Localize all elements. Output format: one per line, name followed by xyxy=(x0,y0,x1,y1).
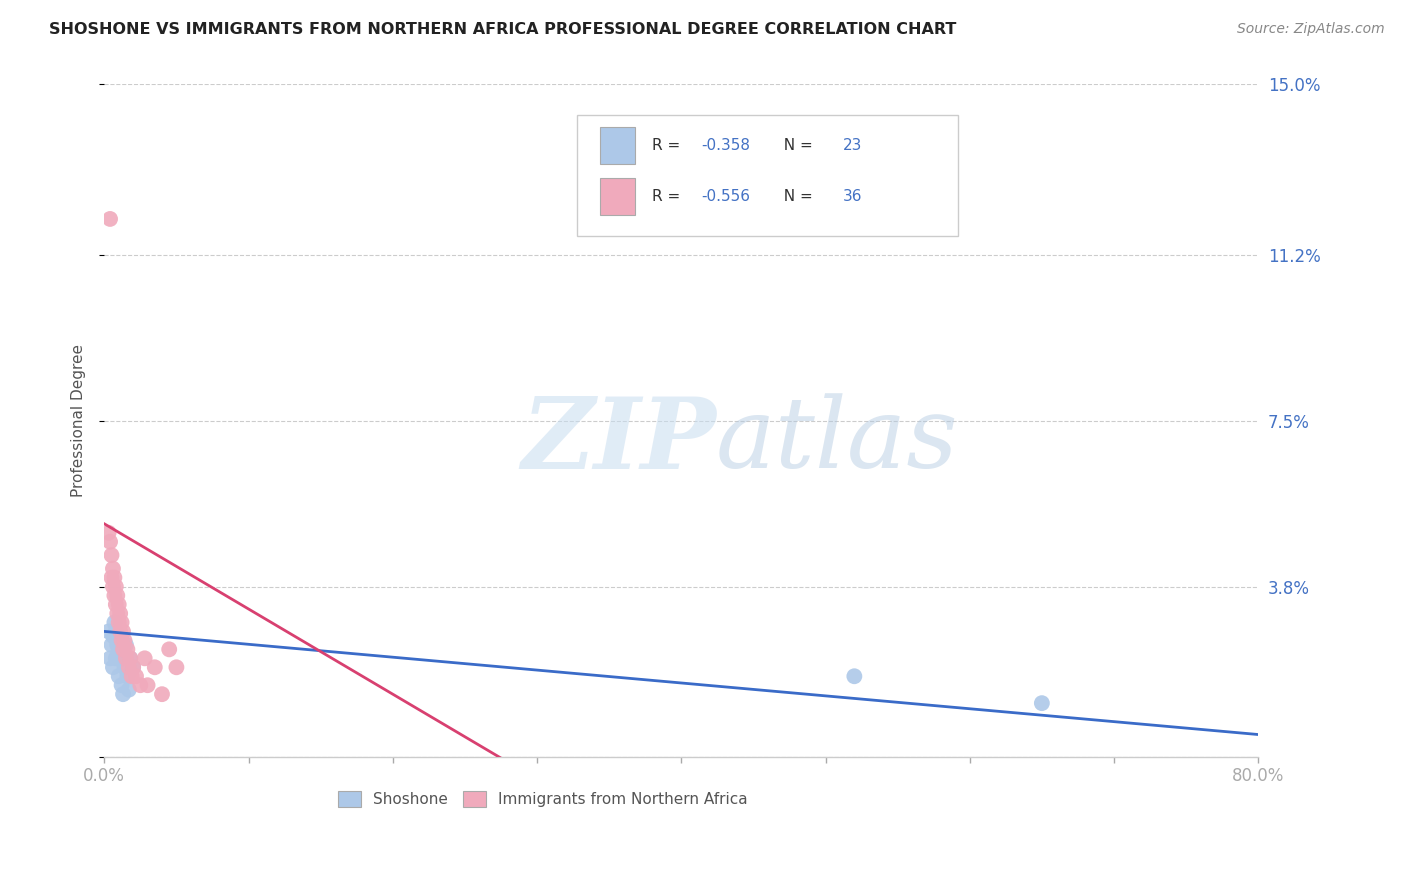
Text: 36: 36 xyxy=(842,189,862,204)
Text: ZIP: ZIP xyxy=(520,392,716,489)
Point xyxy=(134,651,156,665)
Point xyxy=(118,682,141,697)
Point xyxy=(110,651,132,665)
Point xyxy=(165,660,187,674)
Point xyxy=(98,211,121,226)
Point xyxy=(114,660,136,674)
Point xyxy=(104,598,127,612)
Point xyxy=(101,580,124,594)
Point xyxy=(122,660,145,674)
Point xyxy=(108,607,131,621)
Point xyxy=(143,660,166,674)
Point xyxy=(844,669,866,683)
Point xyxy=(105,638,128,652)
Point xyxy=(117,642,139,657)
Point xyxy=(103,615,125,630)
Point xyxy=(107,598,129,612)
Point xyxy=(97,624,120,639)
Point xyxy=(103,571,125,585)
Point xyxy=(112,624,135,639)
Point xyxy=(129,678,152,692)
Text: N =: N = xyxy=(773,189,817,204)
Text: SHOSHONE VS IMMIGRANTS FROM NORTHERN AFRICA PROFESSIONAL DEGREE CORRELATION CHAR: SHOSHONE VS IMMIGRANTS FROM NORTHERN AFR… xyxy=(49,22,956,37)
Point xyxy=(108,624,131,639)
Point xyxy=(105,589,128,603)
Point xyxy=(107,669,129,683)
Point xyxy=(100,571,122,585)
Point xyxy=(107,615,129,630)
Point xyxy=(98,534,121,549)
Point xyxy=(110,678,132,692)
Point xyxy=(104,580,127,594)
Point xyxy=(122,660,145,674)
Point xyxy=(118,660,141,674)
Point xyxy=(117,669,139,683)
Text: R =: R = xyxy=(652,189,686,204)
Point xyxy=(100,548,122,562)
Point xyxy=(110,615,132,630)
Point xyxy=(157,642,180,657)
Point xyxy=(125,669,148,683)
Point xyxy=(150,687,173,701)
FancyBboxPatch shape xyxy=(600,178,636,215)
Point xyxy=(1031,696,1053,710)
Point xyxy=(104,624,127,639)
Point xyxy=(120,651,142,665)
Point xyxy=(97,525,120,540)
Point xyxy=(98,651,121,665)
FancyBboxPatch shape xyxy=(578,115,959,235)
Point xyxy=(103,589,125,603)
Text: R =: R = xyxy=(652,137,686,153)
Point xyxy=(108,633,131,648)
Point xyxy=(112,642,135,657)
Text: Source: ZipAtlas.com: Source: ZipAtlas.com xyxy=(1237,22,1385,37)
Text: N =: N = xyxy=(773,137,817,153)
Point xyxy=(100,638,122,652)
Point xyxy=(101,660,124,674)
FancyBboxPatch shape xyxy=(600,127,636,164)
Point xyxy=(107,642,129,657)
Point xyxy=(114,633,136,648)
Point xyxy=(121,669,143,683)
Point xyxy=(136,678,159,692)
Point xyxy=(104,651,127,665)
Y-axis label: Professional Degree: Professional Degree xyxy=(72,344,86,497)
Point xyxy=(120,651,142,665)
Text: atlas: atlas xyxy=(716,393,959,489)
Point xyxy=(112,687,135,701)
Point xyxy=(101,561,124,575)
Legend: Shoshone, Immigrants from Northern Africa: Shoshone, Immigrants from Northern Afric… xyxy=(332,785,754,814)
Text: -0.556: -0.556 xyxy=(700,189,749,204)
Point xyxy=(101,629,124,643)
Point xyxy=(105,607,128,621)
Text: -0.358: -0.358 xyxy=(700,137,749,153)
Text: 23: 23 xyxy=(842,137,862,153)
Point xyxy=(115,638,138,652)
Point xyxy=(115,651,138,665)
Point xyxy=(110,633,132,648)
